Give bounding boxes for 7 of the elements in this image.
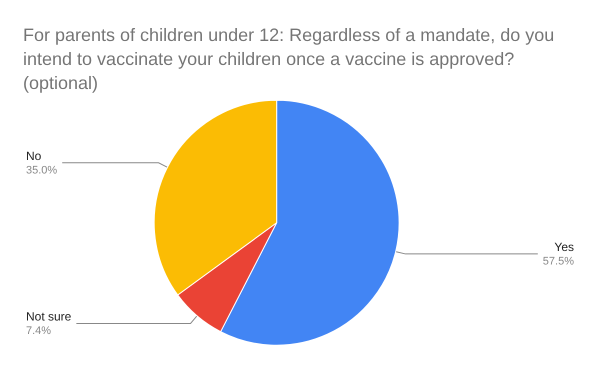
data-label: 35.0% xyxy=(26,164,58,176)
data-label: 7.4% xyxy=(26,324,52,337)
slice-label: No xyxy=(26,148,42,163)
slice-label: Not sure xyxy=(26,309,72,324)
chart-title: For parents of children under 12: Regardless of a mandate, do you intend to vaccinate your children once a vaccine is approved? (optional) xyxy=(23,25,560,93)
data-label: 57.5% xyxy=(542,255,574,268)
slice-label: Yes xyxy=(554,240,574,254)
